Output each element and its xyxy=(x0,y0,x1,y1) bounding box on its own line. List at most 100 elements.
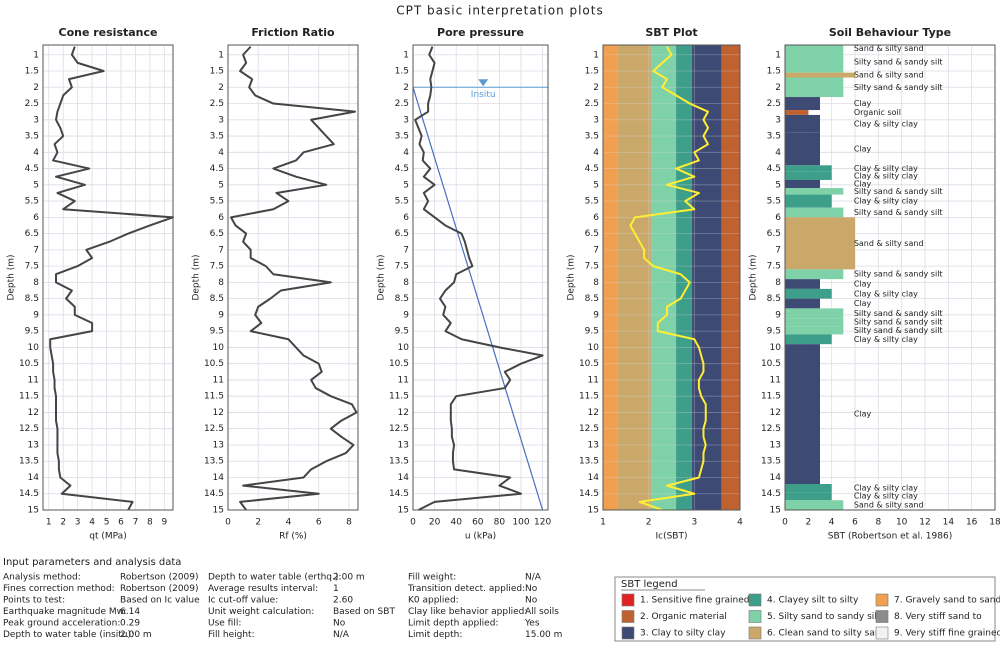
y-tick-label: 3.5 xyxy=(585,132,599,142)
sbt-layer xyxy=(785,279,820,289)
sbt-layer xyxy=(785,217,855,270)
parameter-label: Fines correction method: xyxy=(3,584,115,594)
y-tick-label: 13.5 xyxy=(389,457,409,467)
layer-label: Sand & silty sand xyxy=(854,239,924,248)
y-tick-label: 10 xyxy=(398,343,410,353)
y-tick-label: 4 xyxy=(403,148,409,158)
y-tick-label: 2.5 xyxy=(395,99,409,109)
layer-label: Silty sand & sandy silt xyxy=(854,58,943,67)
sbt-layer xyxy=(785,269,844,280)
x-tick-label: 80 xyxy=(494,518,506,528)
layer-label: Silty sand & sandy silt xyxy=(854,309,943,318)
y-tick-label: 2.5 xyxy=(210,99,224,109)
y-tick-label: 5 xyxy=(403,180,409,190)
y-tick-label: 13 xyxy=(213,440,224,450)
y-tick-label: 9 xyxy=(33,310,39,320)
parameter-label: Limit depth applied: xyxy=(408,619,498,629)
y-tick-label: 6 xyxy=(33,213,39,223)
legend-swatch xyxy=(621,626,635,640)
x-tick-label: 60 xyxy=(472,518,484,528)
y-tick-label: 14.5 xyxy=(579,489,599,499)
parameter-label: Points to test: xyxy=(3,596,65,606)
y-axis-label: Depth (m) xyxy=(567,254,577,300)
parameter-label: Use fill: xyxy=(208,619,241,629)
y-tick-label: 6 xyxy=(775,213,781,223)
y-tick-label: 4.5 xyxy=(210,164,224,174)
sbt-layer xyxy=(785,326,844,335)
y-tick-label: 1 xyxy=(593,50,599,60)
x-tick-label: 4 xyxy=(286,518,292,528)
layer-label: Clay xyxy=(854,99,872,108)
y-tick-label: 3 xyxy=(33,115,39,125)
water-marker xyxy=(478,79,489,87)
y-axis-label: Depth (m) xyxy=(377,254,387,300)
sbt-layer xyxy=(785,492,832,501)
y-tick-label: 15 xyxy=(213,506,224,516)
x-tick-label: 1 xyxy=(600,518,606,528)
parameter-value: 6.14 xyxy=(120,607,140,617)
profile-line xyxy=(49,46,174,511)
y-tick-label: 14 xyxy=(28,473,40,483)
y-tick-label: 8.5 xyxy=(25,294,39,304)
y-tick-label: 2 xyxy=(33,83,39,93)
sbt-layer xyxy=(785,298,820,309)
y-tick-label: 12.5 xyxy=(761,424,781,434)
y-tick-label: 7 xyxy=(33,245,39,255)
y-tick-label: 10 xyxy=(28,343,40,353)
y-tick-label: 3 xyxy=(775,115,781,125)
y-tick-label: 14.5 xyxy=(204,489,224,499)
x-axis-label: u (kPa) xyxy=(465,532,496,542)
y-tick-label: 13.5 xyxy=(204,457,224,467)
y-tick-label: 7.5 xyxy=(25,262,39,272)
y-tick-label: 6 xyxy=(593,213,599,223)
panel-title: Soil Behaviour Type xyxy=(829,26,951,39)
y-tick-label: 14 xyxy=(770,473,782,483)
sbt-layer xyxy=(785,318,844,327)
hydrostatic-line xyxy=(412,87,544,511)
y-tick-label: 3.5 xyxy=(767,132,781,142)
page-title: CPT basic interpretation plots xyxy=(396,4,603,18)
parameter-value: 2.00 m xyxy=(333,573,365,583)
sbt-layer xyxy=(785,132,820,166)
y-tick-label: 9 xyxy=(218,310,224,320)
layer-label: Clay xyxy=(854,410,872,419)
y-tick-label: 13 xyxy=(588,440,599,450)
y-tick-label: 1 xyxy=(403,50,409,60)
parameter-label: Analysis method: xyxy=(3,573,81,583)
y-tick-label: 11.5 xyxy=(579,392,599,402)
y-tick-label: 1.5 xyxy=(25,67,39,77)
y-tick-label: 5.5 xyxy=(585,197,599,207)
parameter-value: 2.60 xyxy=(333,596,353,606)
x-axis-label: Rf (%) xyxy=(279,532,307,542)
parameter-value: 15.00 m xyxy=(525,630,562,640)
y-tick-label: 11 xyxy=(398,375,409,385)
plot-frame xyxy=(227,44,359,511)
parameter-label: K0 applied: xyxy=(408,596,459,606)
x-tick-label: 3 xyxy=(691,518,697,528)
sbt-layer xyxy=(785,207,844,218)
parameter-value: Based on SBT xyxy=(333,607,395,617)
plot-area xyxy=(413,45,548,510)
panel-title: Friction Ratio xyxy=(251,26,335,39)
y-tick-label: 14 xyxy=(213,473,225,483)
x-tick-label: 20 xyxy=(429,518,441,528)
y-tick-label: 2 xyxy=(593,83,599,93)
y-tick-label: 3.5 xyxy=(395,132,409,142)
sbt-layer xyxy=(785,179,820,189)
y-tick-label: 15 xyxy=(588,506,599,516)
x-tick-label: 4 xyxy=(829,518,835,528)
parameter-value: 2.00 m xyxy=(120,630,152,640)
y-tick-label: 12.5 xyxy=(19,424,39,434)
sbt-layer xyxy=(785,188,844,195)
y-tick-label: 14.5 xyxy=(19,489,39,499)
y-tick-label: 7.5 xyxy=(585,262,599,272)
y-tick-label: 11.5 xyxy=(761,392,781,402)
y-tick-label: 5 xyxy=(33,180,39,190)
layer-label: Clay & silty clay xyxy=(854,119,918,128)
parameter-value: N/A xyxy=(333,630,350,640)
plot-area xyxy=(43,45,173,510)
y-tick-label: 6.5 xyxy=(767,229,781,239)
parameter-value: Robertson (2009) xyxy=(120,584,199,594)
y-tick-label: 1 xyxy=(33,50,39,60)
y-tick-label: 7.5 xyxy=(767,262,781,272)
